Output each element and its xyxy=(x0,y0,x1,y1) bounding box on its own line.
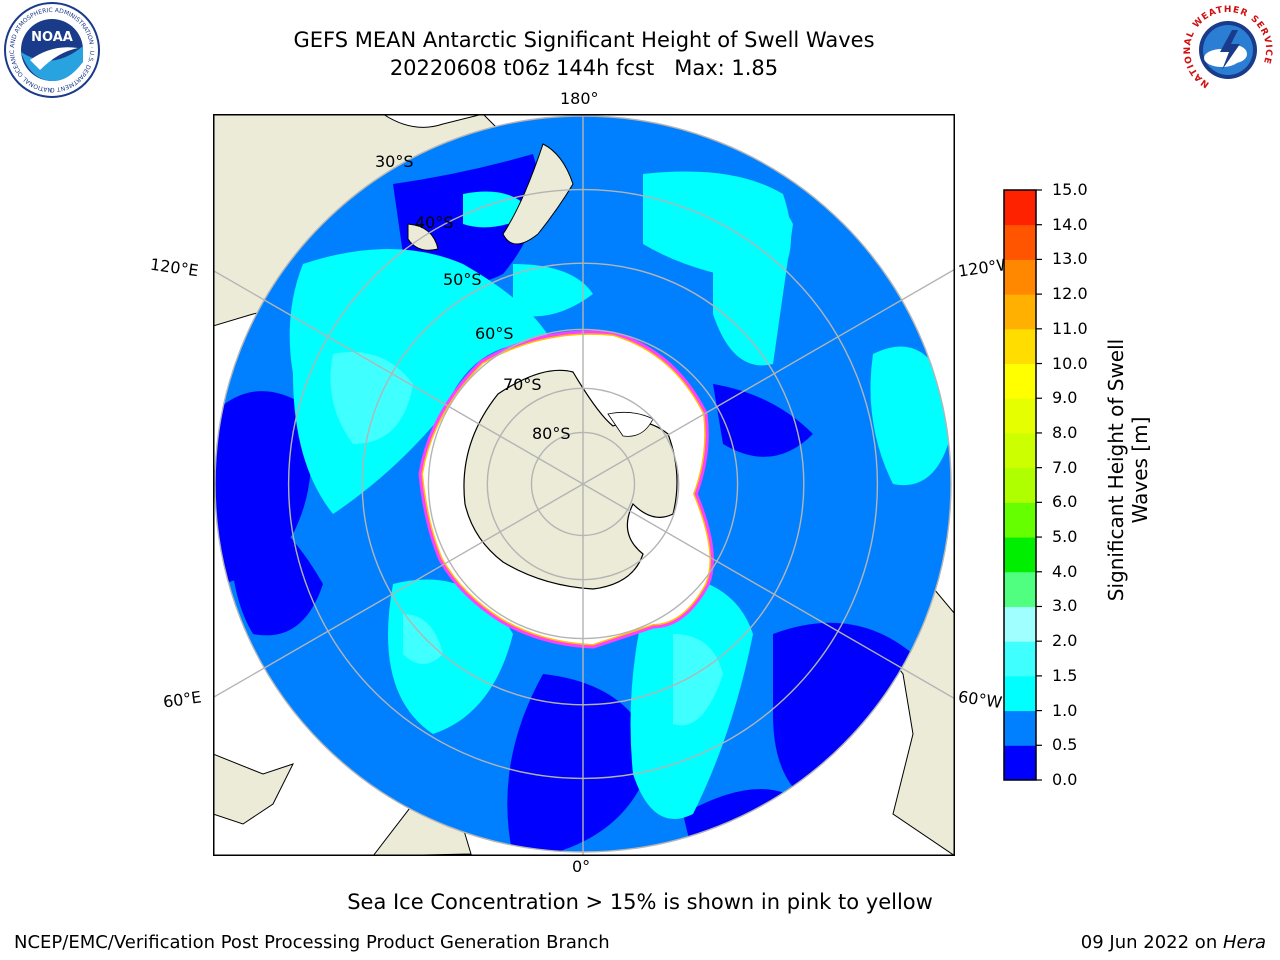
swell-band-1-0 xyxy=(870,346,951,486)
colorbar-label-line-2: Waves [m] xyxy=(1128,416,1152,524)
colorbar-tick-label: 3.0 xyxy=(1052,596,1078,616)
swell-band-1-5 xyxy=(403,614,443,664)
colorbar-label-line-1: Significant Height of Swell xyxy=(1104,338,1128,602)
colorbar-tick-label: 0.5 xyxy=(1052,735,1078,755)
swell-band-1-5 xyxy=(673,634,723,726)
map-panel xyxy=(132,0,1034,960)
noaa-logo-text: NOAA xyxy=(31,30,73,45)
colorbar xyxy=(1003,189,1042,781)
colorbar-tick-label: 5.0 xyxy=(1052,527,1078,547)
lat-label-70s: 70°S xyxy=(503,375,542,394)
colorbar-tick-label: 7.0 xyxy=(1052,457,1078,477)
sea-ice-note: Sea Ice Concentration > 15% is shown in … xyxy=(347,890,933,914)
map-plot xyxy=(132,0,1034,960)
colorbar-tick-label: 8.0 xyxy=(1052,422,1078,442)
colorbar-segment xyxy=(1004,363,1036,399)
map-frame xyxy=(213,114,955,856)
swell-band-1-0 xyxy=(289,249,553,514)
noaa-logo: NATIONAL OCEANIC AND ATMOSPHERIC ADMINIS… xyxy=(0,0,100,98)
colorbar-tick-label: 0.0 xyxy=(1052,770,1078,789)
lon-label-60e: 60°E xyxy=(161,687,203,712)
colorbar-segment xyxy=(1004,502,1036,538)
colorbar-segment xyxy=(1004,432,1036,469)
lon-label-120e: 120°E xyxy=(148,254,200,281)
swell-band-0-0 xyxy=(507,674,653,852)
colorbar-tick-label: 9.0 xyxy=(1052,388,1078,408)
lon-label-0: 0° xyxy=(572,857,591,876)
colorbar-label: Significant Height of Swell Waves [m] xyxy=(1104,300,1152,640)
land-new-zealand xyxy=(502,143,574,245)
colorbar-segment xyxy=(1004,294,1036,330)
title-line-2: 20220608 t06z 144h fcst Max: 1.85 xyxy=(389,56,779,80)
colorbar-segment xyxy=(1004,641,1036,677)
colorbar-segment xyxy=(1004,467,1036,503)
colorbar-tick-label: 14.0 xyxy=(1052,214,1088,234)
footer-host: Hera xyxy=(1222,932,1266,953)
colorbar-segment xyxy=(1004,745,1036,781)
swell-band-1-0 xyxy=(513,264,593,317)
chart-title: GEFS MEAN Antarctic Significant Height o… xyxy=(0,26,1168,82)
swell-band-0-0 xyxy=(230,494,323,636)
footer-branch: NCEP/EMC/Verification Post Processing Pr… xyxy=(14,932,610,953)
colorbar-segment xyxy=(1004,328,1036,365)
lat-label-80s: 80°S xyxy=(532,424,571,443)
colorbar-segment xyxy=(1004,259,1036,295)
swell-band-1-0 xyxy=(713,174,793,366)
nws-logo: NATIONAL WEATHER SERVICE xyxy=(1181,3,1275,97)
lat-label-50s: 50°S xyxy=(443,270,482,289)
lat-label-30s: 30°S xyxy=(375,152,414,171)
colorbar-tick-label: 15.0 xyxy=(1052,180,1088,199)
colorbar-tick-label: 11.0 xyxy=(1052,318,1088,338)
lat-label-60s: 60°S xyxy=(475,324,514,343)
colorbar-tick-label: 10.0 xyxy=(1052,353,1088,373)
colorbar-frame xyxy=(1003,189,1037,781)
colorbar-segment xyxy=(1004,190,1036,226)
colorbar-segment xyxy=(1004,537,1036,573)
colorbar-segment xyxy=(1004,710,1036,746)
colorbar-tick-label: 1.5 xyxy=(1052,665,1078,685)
colorbar-segment xyxy=(1004,571,1036,607)
title-line-1: GEFS MEAN Antarctic Significant Height o… xyxy=(293,28,875,52)
swell-band-0-0 xyxy=(713,384,813,457)
colorbar-segment xyxy=(1004,606,1036,642)
colorbar-tick-label: 2.0 xyxy=(1052,631,1078,651)
footer-date: 09 Jun 2022 on Hera xyxy=(1081,932,1266,953)
colorbar-segment xyxy=(1004,224,1036,260)
land-madagascar xyxy=(212,753,294,825)
colorbar-segment xyxy=(1004,675,1036,712)
lat-label-40s: 40°S xyxy=(415,213,454,232)
lon-label-180: 180° xyxy=(560,89,599,108)
swell-band-1-5 xyxy=(330,352,413,444)
lon-label-60w: 60°W xyxy=(956,687,1004,712)
colorbar-tick-label: 12.0 xyxy=(1052,284,1088,304)
colorbar-tick-label: 1.0 xyxy=(1052,700,1078,720)
colorbar-tick-label: 13.0 xyxy=(1052,249,1088,269)
footer-date-text: 09 Jun 2022 on xyxy=(1080,932,1223,953)
colorbar-tick-label: 6.0 xyxy=(1052,492,1078,512)
colorbar-segment xyxy=(1004,398,1036,434)
colorbar-tick-label: 4.0 xyxy=(1052,561,1078,581)
